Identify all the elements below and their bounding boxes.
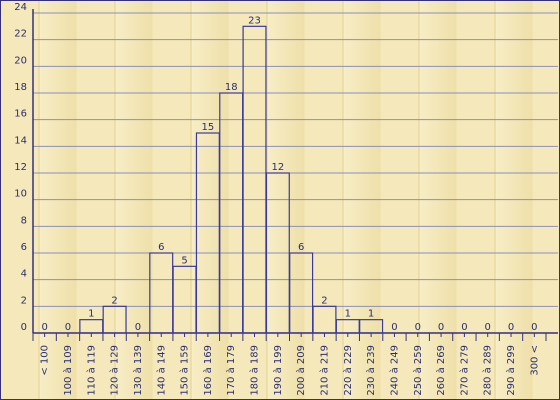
bar-value-label: 2	[111, 295, 117, 306]
x-category-label: 170 à 179	[225, 345, 237, 396]
x-category-label: 110 à 119	[85, 345, 97, 396]
y-tick-label: 20	[14, 55, 27, 66]
bar-value-label: 6	[158, 242, 164, 253]
bar-value-label: 18	[225, 82, 238, 93]
x-category-label: < 100	[40, 345, 51, 376]
y-tick-label: 6	[21, 242, 27, 253]
x-category-label: 300 <	[529, 345, 540, 376]
y-tick-label: 12	[14, 162, 27, 173]
bar-value-label: 1	[345, 309, 351, 320]
x-category-label: 250 à 259	[412, 345, 424, 396]
y-tick-label: 2	[21, 295, 27, 306]
bar-value-label: 2	[321, 295, 327, 306]
x-category-label: 270 à 279	[458, 345, 470, 396]
histogram-bar	[79, 319, 104, 334]
bar-value-label: 23	[248, 15, 261, 26]
x-category-label: 180 à 189	[249, 345, 261, 396]
y-tick-label: 22	[14, 29, 27, 40]
histogram-bar	[289, 252, 314, 334]
x-category-label: 200 à 209	[295, 345, 307, 396]
bar-value-label: 0	[415, 322, 421, 333]
x-category-label: 290 à 299	[505, 345, 517, 396]
bar-value-label: 6	[298, 242, 304, 253]
bar-value-label: 0	[438, 322, 444, 333]
x-category-label: 130 à 139	[132, 345, 144, 396]
x-category-label: 230 à 239	[365, 345, 377, 396]
histogram-bar	[219, 92, 244, 334]
bar-value-label: 0	[531, 322, 537, 333]
bar-value-label: 0	[41, 322, 47, 333]
bar-value-label: 0	[135, 322, 141, 333]
x-category-label: 120 à 129	[109, 345, 121, 396]
bar-value-label: 15	[202, 122, 215, 133]
x-category-label: 100 à 109	[62, 345, 74, 396]
x-category-label: 210 à 219	[318, 345, 330, 396]
bar-value-label: 0	[391, 322, 397, 333]
x-category-label: 150 à 159	[179, 345, 191, 396]
histogram-bar	[195, 132, 220, 334]
histogram-bar	[172, 265, 197, 334]
histogram-bar	[312, 305, 337, 334]
y-tick-label: 24	[14, 2, 27, 13]
bar-value-label: 12	[271, 162, 284, 173]
bar-value-label: 0	[461, 322, 467, 333]
bar-value-label: 5	[181, 255, 187, 266]
histogram-bar	[359, 319, 384, 334]
bar-value-label: 0	[65, 322, 71, 333]
x-category-label: 260 à 269	[435, 345, 447, 396]
x-category-label: 160 à 169	[202, 345, 214, 396]
x-category-label: 220 à 229	[342, 345, 354, 396]
histogram-bar	[102, 305, 127, 334]
y-tick-label: 16	[14, 109, 27, 120]
y-tick-label: 18	[14, 82, 27, 93]
histogram-bar	[149, 252, 174, 334]
histogram-bar	[335, 319, 360, 334]
x-category-label: 190 à 199	[272, 345, 284, 396]
bar-value-label: 1	[88, 309, 94, 320]
x-category-label: 280 à 289	[482, 345, 494, 396]
histogram-bar	[242, 25, 267, 334]
y-tick-label: 0	[21, 322, 27, 333]
y-tick-label: 14	[14, 135, 27, 146]
bar-value-label: 0	[485, 322, 491, 333]
x-category-label: 240 à 249	[388, 345, 400, 396]
x-category-label: 140 à 149	[155, 345, 167, 396]
y-tick-label: 10	[14, 189, 27, 200]
bar-value-label: 1	[368, 309, 374, 320]
y-tick-label: 4	[21, 269, 27, 280]
y-tick-label: 8	[21, 215, 27, 226]
bar-value-label: 0	[508, 322, 514, 333]
